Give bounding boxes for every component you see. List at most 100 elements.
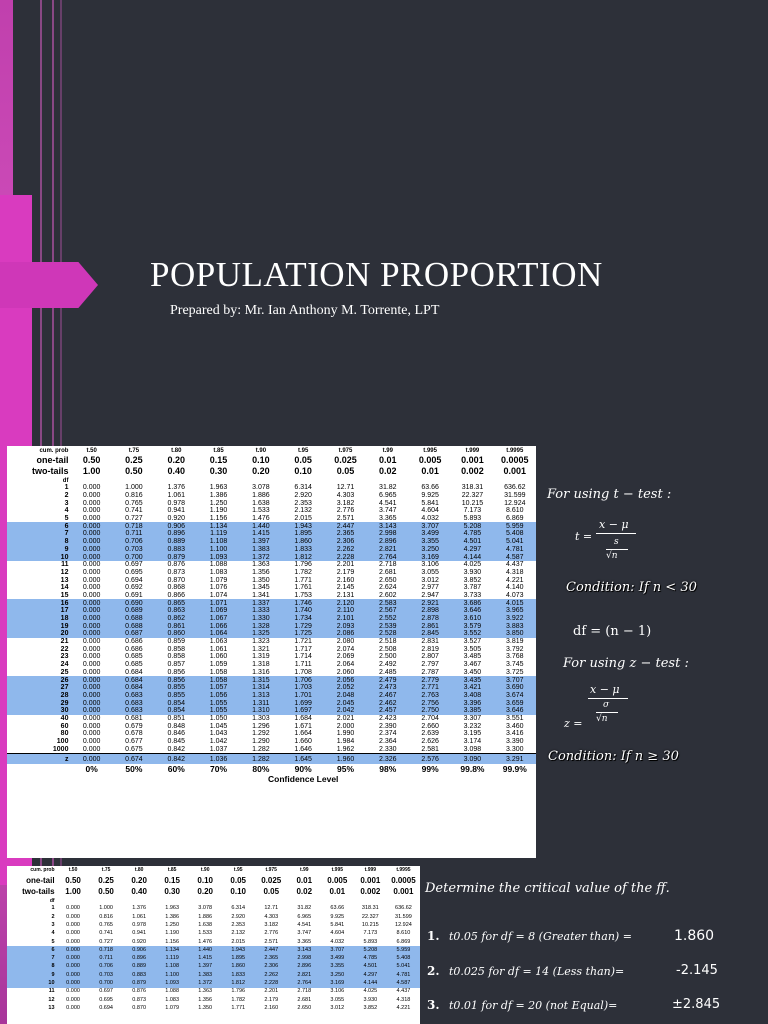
table-row: 25 0.000 0.684 0.856 1.058 1.316 1.708 2.060 2.4… bbox=[7, 669, 536, 677]
value-cell: 1.071 bbox=[197, 599, 240, 607]
df-cell: 18 bbox=[7, 614, 71, 623]
table-header-row: two-tails 1.00 0.50 0.40 0.30 0.20 0.10 0.05 0.0… bbox=[7, 466, 536, 477]
value-cell: 1.895 bbox=[282, 530, 325, 538]
table-row: 28 0.000 0.683 0.855 1.056 1.313 1.701 2.048 2.4… bbox=[7, 691, 536, 700]
value-cell: 3.930 bbox=[363, 996, 378, 1003]
value-cell: 1.296 bbox=[252, 722, 270, 730]
value-cell: 2.060 bbox=[336, 668, 355, 676]
z-formula-sigma: σ bbox=[603, 700, 610, 710]
value-cell: 2.479 bbox=[366, 676, 409, 684]
df-cell: 11 bbox=[48, 988, 55, 995]
value-cell: 1.042 bbox=[209, 738, 228, 746]
value-cell: 7.173 bbox=[463, 507, 482, 515]
value-cell: 2.015 bbox=[231, 938, 246, 945]
value-cell: 5.208 bbox=[451, 522, 494, 531]
value-cell: 0.859 bbox=[167, 638, 186, 646]
df-cell: 24 bbox=[60, 661, 69, 669]
value-cell: 2.390 bbox=[379, 722, 397, 730]
table-row: 10 0.000 0.700 0.879 1.093 1.372 1.812 2.228 2.7… bbox=[7, 979, 420, 988]
value-cell: 3.143 bbox=[366, 522, 409, 531]
value-cell: 1.386 bbox=[209, 492, 228, 500]
value-cell: 4.604 bbox=[421, 507, 439, 515]
table-row: 11 0.000 0.697 0.876 1.088 1.363 1.796 2.201 2.7… bbox=[7, 988, 420, 996]
table-row: 5 0.000 0.727 0.920 1.156 1.476 2.015 2.571 3.36… bbox=[7, 938, 420, 946]
df-cell: 3 bbox=[64, 499, 69, 507]
value-cell: 2.602 bbox=[379, 591, 397, 599]
header-cell: 0.05 bbox=[230, 875, 246, 885]
empty-cell bbox=[7, 764, 70, 774]
value-cell: 3.250 bbox=[408, 545, 452, 554]
value-cell: 3.450 bbox=[463, 668, 482, 676]
value-cell: 0.861 bbox=[155, 622, 198, 631]
exercise-item-3-expr: t0.01 for df = 20 (not Equal)= bbox=[449, 999, 618, 1012]
table-header-row: one-tail 0.50 0.25 0.20 0.15 0.10 0.05 0.025 0.0… bbox=[7, 875, 420, 886]
value-cell: 3.435 bbox=[451, 676, 494, 684]
z-formula-lhs: z = bbox=[564, 717, 583, 730]
value-cell: 0.920 bbox=[167, 515, 186, 523]
value-cell: 4.541 bbox=[379, 499, 397, 507]
value-cell: 1.638 bbox=[198, 921, 213, 928]
header-cell: 0.005 bbox=[418, 455, 442, 465]
value-cell: 1.056 bbox=[197, 691, 240, 700]
table-row: 27 0.000 0.684 0.855 1.057 1.314 1.703 2.052 2.4… bbox=[7, 683, 536, 692]
df-cell: 8 bbox=[7, 537, 71, 546]
value-cell: 2.110 bbox=[324, 607, 367, 615]
value-cell: 3.527 bbox=[463, 638, 482, 646]
value-cell: 7.173 bbox=[363, 930, 378, 937]
value-cell: 1.290 bbox=[252, 738, 270, 746]
value-cell: 0.863 bbox=[155, 607, 198, 615]
value-cell: 2.539 bbox=[366, 622, 409, 631]
value-cell: 1.088 bbox=[209, 561, 228, 569]
value-cell: 1.440 bbox=[188, 946, 222, 955]
value-cell: 1.350 bbox=[198, 1004, 213, 1011]
df-cell: 80 bbox=[60, 730, 69, 738]
value-cell: 2.374 bbox=[379, 730, 397, 738]
value-cell: 1.156 bbox=[165, 938, 180, 945]
value-cell: 0.856 bbox=[167, 668, 186, 676]
value-cell: 1.100 bbox=[155, 971, 189, 980]
table-header-row: cum. prob t.50 t.75 t.80 t.85 t.90 t.95 t.975 t.… bbox=[7, 446, 536, 455]
value-cell: 2.306 bbox=[324, 537, 367, 546]
table-row: 40 0.000 0.681 0.851 1.050 1.303 1.684 2.021 2.4… bbox=[7, 715, 536, 723]
value-cell: 0.692 bbox=[125, 584, 143, 592]
empty-cell bbox=[189, 897, 222, 905]
value-cell: 1.064 bbox=[197, 630, 240, 638]
value-cell: 1.325 bbox=[239, 630, 283, 638]
value-cell: 1.093 bbox=[155, 979, 189, 988]
value-cell: 1.714 bbox=[294, 653, 312, 661]
value-cell: 1.055 bbox=[197, 699, 240, 707]
value-cell: 0.000 bbox=[82, 661, 101, 669]
value-cell: 1.376 bbox=[167, 484, 186, 492]
value-cell: 1.963 bbox=[165, 905, 180, 912]
value-cell: 2.132 bbox=[231, 930, 246, 937]
empty-cell bbox=[494, 477, 536, 484]
empty-cell bbox=[113, 477, 155, 484]
value-cell: 0.896 bbox=[122, 954, 156, 964]
value-cell: 0.855 bbox=[155, 691, 198, 700]
value-cell: 0.000 bbox=[70, 691, 113, 700]
value-cell: 3.300 bbox=[506, 745, 524, 753]
table-row: 13 0.000 0.694 0.870 1.079 1.350 1.771 2.160 2.6… bbox=[7, 1005, 420, 1013]
value-cell: 0.855 bbox=[155, 683, 198, 692]
value-cell: 3.182 bbox=[264, 921, 279, 928]
value-cell: 1.069 bbox=[197, 607, 240, 615]
df-cell: 15 bbox=[60, 591, 69, 599]
value-cell: 3.385 bbox=[451, 706, 494, 715]
value-cell: 2.131 bbox=[336, 591, 355, 599]
confidence-cell: 70% bbox=[210, 764, 228, 774]
value-cell: 6.314 bbox=[294, 484, 312, 492]
value-cell: 0.691 bbox=[125, 591, 143, 599]
z-fraction-bar bbox=[588, 698, 628, 699]
value-cell: 0.695 bbox=[99, 996, 113, 1003]
value-cell: 0.688 bbox=[112, 622, 156, 631]
value-cell: 0.000 bbox=[56, 954, 90, 964]
value-cell: 2.101 bbox=[324, 614, 367, 623]
table-row: 1 0.000 1.000 1.376 1.963 3.078 6.314 12.71 31.8… bbox=[7, 484, 536, 492]
value-cell: 1.190 bbox=[209, 507, 228, 515]
header-cell: t.75 bbox=[128, 447, 140, 454]
value-cell: 0.688 bbox=[112, 614, 156, 623]
header-cell: t.90 bbox=[200, 867, 210, 873]
value-cell: 1.321 bbox=[252, 645, 270, 653]
value-cell: 1.962 bbox=[336, 745, 355, 753]
value-cell: 0.000 bbox=[82, 484, 101, 492]
